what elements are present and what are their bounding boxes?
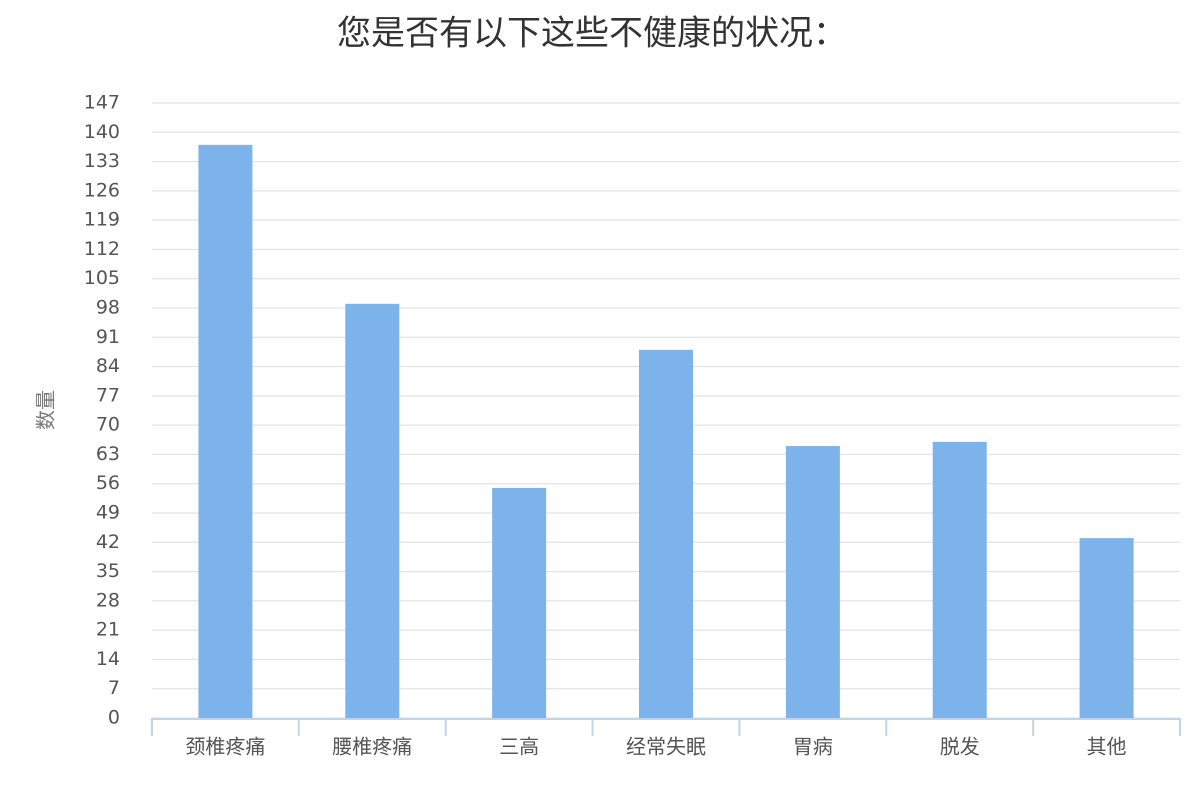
y-tick-label: 84 xyxy=(96,355,120,377)
y-tick-label: 28 xyxy=(96,589,120,611)
chart-title: 您是否有以下这些不健康的状况： xyxy=(337,14,847,54)
bar xyxy=(785,446,840,718)
bar xyxy=(1079,538,1134,718)
y-tick-label: 133 xyxy=(84,150,120,172)
y-tick-label: 49 xyxy=(96,502,120,524)
y-tick-label: 140 xyxy=(84,121,120,143)
x-tick-label: 其他 xyxy=(1087,735,1127,759)
y-tick-label: 126 xyxy=(84,179,120,201)
y-tick-label: 7 xyxy=(108,677,120,699)
y-tick-label: 35 xyxy=(96,560,120,582)
bar xyxy=(345,303,400,718)
y-tick-label: 98 xyxy=(96,297,120,319)
y-tick-label: 119 xyxy=(84,209,120,231)
x-tick-label: 经常失眠 xyxy=(626,735,706,759)
y-tick-label: 63 xyxy=(96,443,120,465)
y-tick-label: 14 xyxy=(96,648,120,670)
x-tick-label: 三高 xyxy=(499,735,539,759)
bar xyxy=(198,144,253,718)
y-axis-label: 数量 xyxy=(34,390,58,430)
y-tick-label: 70 xyxy=(96,414,120,436)
x-tick-label: 脱发 xyxy=(940,735,980,759)
y-tick-label: 147 xyxy=(84,92,120,114)
y-tick-label: 77 xyxy=(96,384,120,406)
bar xyxy=(639,349,693,718)
bar xyxy=(492,487,547,718)
y-tick-label: 105 xyxy=(84,267,120,289)
y-tick-label: 56 xyxy=(96,472,120,494)
x-tick-label: 颈椎疼痛 xyxy=(185,735,265,759)
y-tick-label: 112 xyxy=(84,238,120,260)
y-tick-label: 91 xyxy=(96,326,120,348)
y-tick-label: 21 xyxy=(96,619,120,641)
x-tick-label: 腰椎疼痛 xyxy=(332,735,412,759)
bar xyxy=(932,441,987,718)
y-tick-label: 0 xyxy=(108,707,120,729)
y-tick-label: 42 xyxy=(96,531,120,553)
x-tick-label: 胃病 xyxy=(793,735,833,759)
